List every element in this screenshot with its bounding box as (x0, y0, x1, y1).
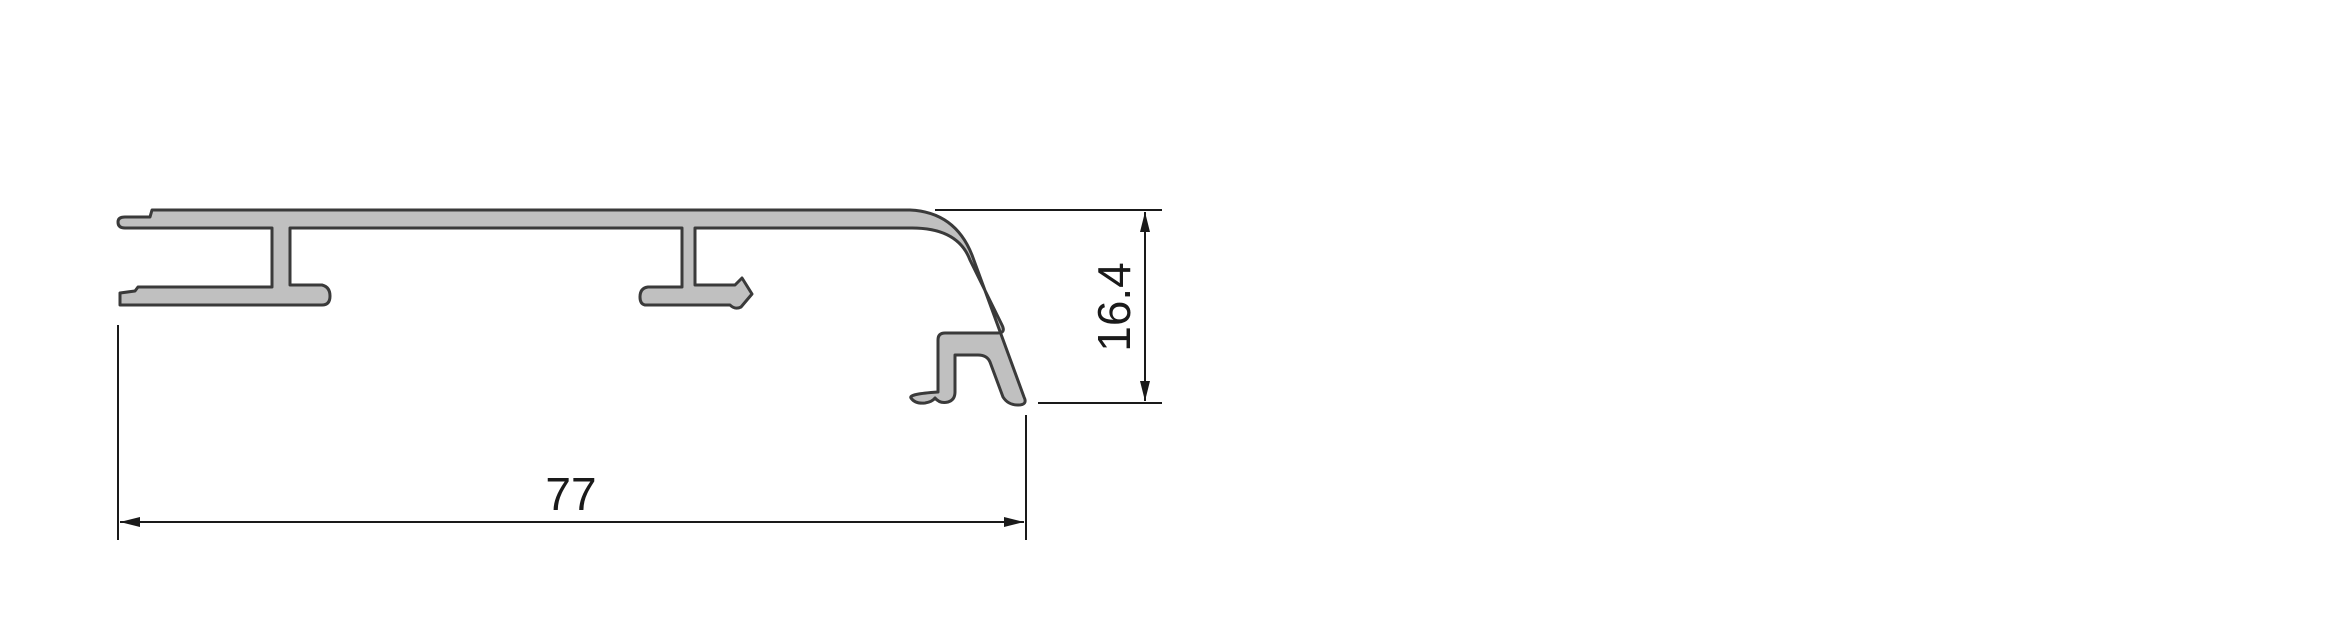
width-dimension: 77 (117, 325, 1027, 540)
width-dimension-label: 77 (545, 468, 596, 520)
profile-outline (116, 208, 1027, 407)
height-dimension: 16.4 (935, 209, 1162, 404)
height-dimension-label: 16.4 (1088, 262, 1140, 352)
aluminium-profile (116, 208, 1027, 407)
